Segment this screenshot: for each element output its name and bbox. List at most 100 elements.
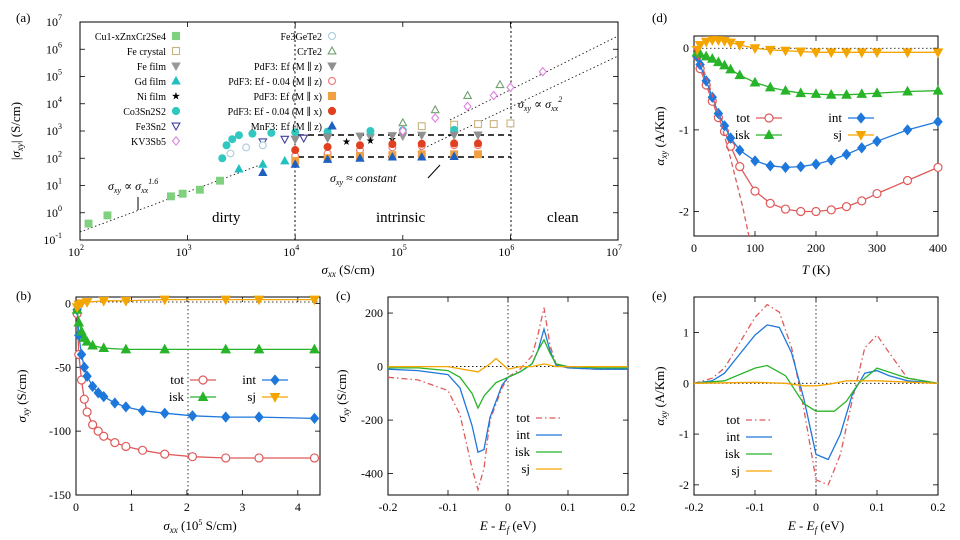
data-point xyxy=(160,407,170,419)
data-point xyxy=(87,380,98,393)
y-tick-label: -100 xyxy=(49,424,71,438)
panel-a-slope2-guide-2 xyxy=(449,35,619,121)
data-point xyxy=(258,141,267,150)
x-tick-label: 0 xyxy=(691,241,697,255)
data-point xyxy=(81,335,93,346)
y-tick-label: 105 xyxy=(46,68,62,84)
panel-c-ylabel: σxy (S/cm) xyxy=(334,369,351,422)
legend-label: isk xyxy=(515,444,531,459)
series-line xyxy=(696,51,939,96)
legend-label: Fe3Sn2 xyxy=(135,122,166,133)
data-point xyxy=(309,295,320,306)
data-point xyxy=(826,205,836,215)
data-point xyxy=(120,296,132,307)
legend-marker xyxy=(197,391,209,401)
data-point xyxy=(474,139,483,148)
data-point xyxy=(826,154,836,166)
x-tick-label: 0.2 xyxy=(621,500,636,514)
data-point xyxy=(857,196,867,206)
data-point xyxy=(121,401,131,413)
panel-a: (a) 102 103 104 105 106 107 10-11001011021031… xyxy=(8,10,622,279)
data-point xyxy=(765,160,775,172)
data-point xyxy=(366,126,375,135)
y-tick-label: 0 xyxy=(377,360,383,374)
data-point xyxy=(474,120,482,128)
data-point xyxy=(88,420,98,430)
data-point xyxy=(226,149,235,158)
data-point xyxy=(258,159,268,168)
y-tick-label: -200 xyxy=(361,413,383,427)
legend-marker xyxy=(855,131,867,141)
y-tick-label: 101 xyxy=(46,177,62,193)
legend-label: sj xyxy=(833,127,842,142)
data-point xyxy=(462,90,473,99)
data-point xyxy=(871,87,883,98)
data-point xyxy=(713,56,724,67)
series-line xyxy=(76,309,315,420)
panel-c-ticks: -0.2 -0.1 0 0.1 0.2 200 0 -200 -400 xyxy=(361,297,636,514)
data-point xyxy=(856,48,868,59)
legend-label: Co3Sn2S2 xyxy=(123,107,166,118)
panel-a-label: (a) xyxy=(16,10,30,25)
data-point: ★ xyxy=(342,137,351,148)
x-tick-label: -0.2 xyxy=(379,500,398,514)
data-point xyxy=(872,188,882,199)
legend-marker xyxy=(171,106,181,116)
data-point xyxy=(98,296,110,307)
data-point xyxy=(309,343,320,354)
data-point xyxy=(725,63,736,74)
y-tick-label: -150 xyxy=(49,488,71,502)
x-tick-label: 1 xyxy=(128,500,134,514)
legend-marker xyxy=(763,129,775,139)
x-tick-label: 104 xyxy=(283,243,299,259)
data-point xyxy=(178,189,187,198)
data-point xyxy=(474,150,482,159)
data-point xyxy=(417,131,427,141)
panel-a-annotation-slope2: σxy ∝ σxx2 xyxy=(518,95,562,113)
panel-d-series xyxy=(691,36,944,237)
series-line xyxy=(76,309,315,351)
legend-label: tot xyxy=(726,412,740,427)
data-point xyxy=(750,155,760,167)
panel-a-region-clean: clean xyxy=(547,210,579,226)
series-line xyxy=(76,298,315,308)
legend-marker xyxy=(327,120,337,130)
data-point xyxy=(387,152,398,161)
panel-a-annotation-slope16: σxy ∝ σxx1.6 xyxy=(108,177,158,195)
legend-marker xyxy=(171,62,181,72)
data-point xyxy=(388,140,397,149)
data-point xyxy=(430,104,440,114)
panel-e-series xyxy=(693,303,939,486)
data-point xyxy=(82,407,92,417)
y-tick-label: -2 xyxy=(679,205,689,219)
y-tick-label: -400 xyxy=(361,467,383,481)
data-point xyxy=(82,370,92,382)
data-point xyxy=(417,152,427,161)
data-point xyxy=(79,361,90,373)
legend-marker xyxy=(327,76,337,86)
series-line xyxy=(388,357,628,373)
data-point xyxy=(463,101,472,112)
panel-a-xlabel: σxx (S/cm) xyxy=(321,262,374,279)
data-point xyxy=(825,89,837,99)
series-line xyxy=(696,56,939,213)
data-point xyxy=(857,142,867,154)
legend-marker xyxy=(327,91,337,101)
data-point xyxy=(187,410,198,422)
x-tick-label: -0.1 xyxy=(439,500,458,514)
data-point xyxy=(228,135,237,144)
data-point xyxy=(810,48,822,59)
series-line xyxy=(693,303,939,486)
panel-a-ylabel: |σxy| (S/cm) xyxy=(8,102,25,160)
data-point xyxy=(291,146,300,155)
panel-d-ticks: 0 100 200 300 400 0 -1 -2 xyxy=(679,36,947,255)
data-point xyxy=(221,411,231,423)
legend-marker xyxy=(171,31,181,41)
data-point xyxy=(355,153,365,162)
data-point xyxy=(76,375,87,385)
data-point xyxy=(93,387,103,399)
x-tick-label: 200 xyxy=(807,241,825,255)
series-line xyxy=(693,380,939,387)
data-point xyxy=(221,453,231,463)
data-point xyxy=(473,131,483,140)
